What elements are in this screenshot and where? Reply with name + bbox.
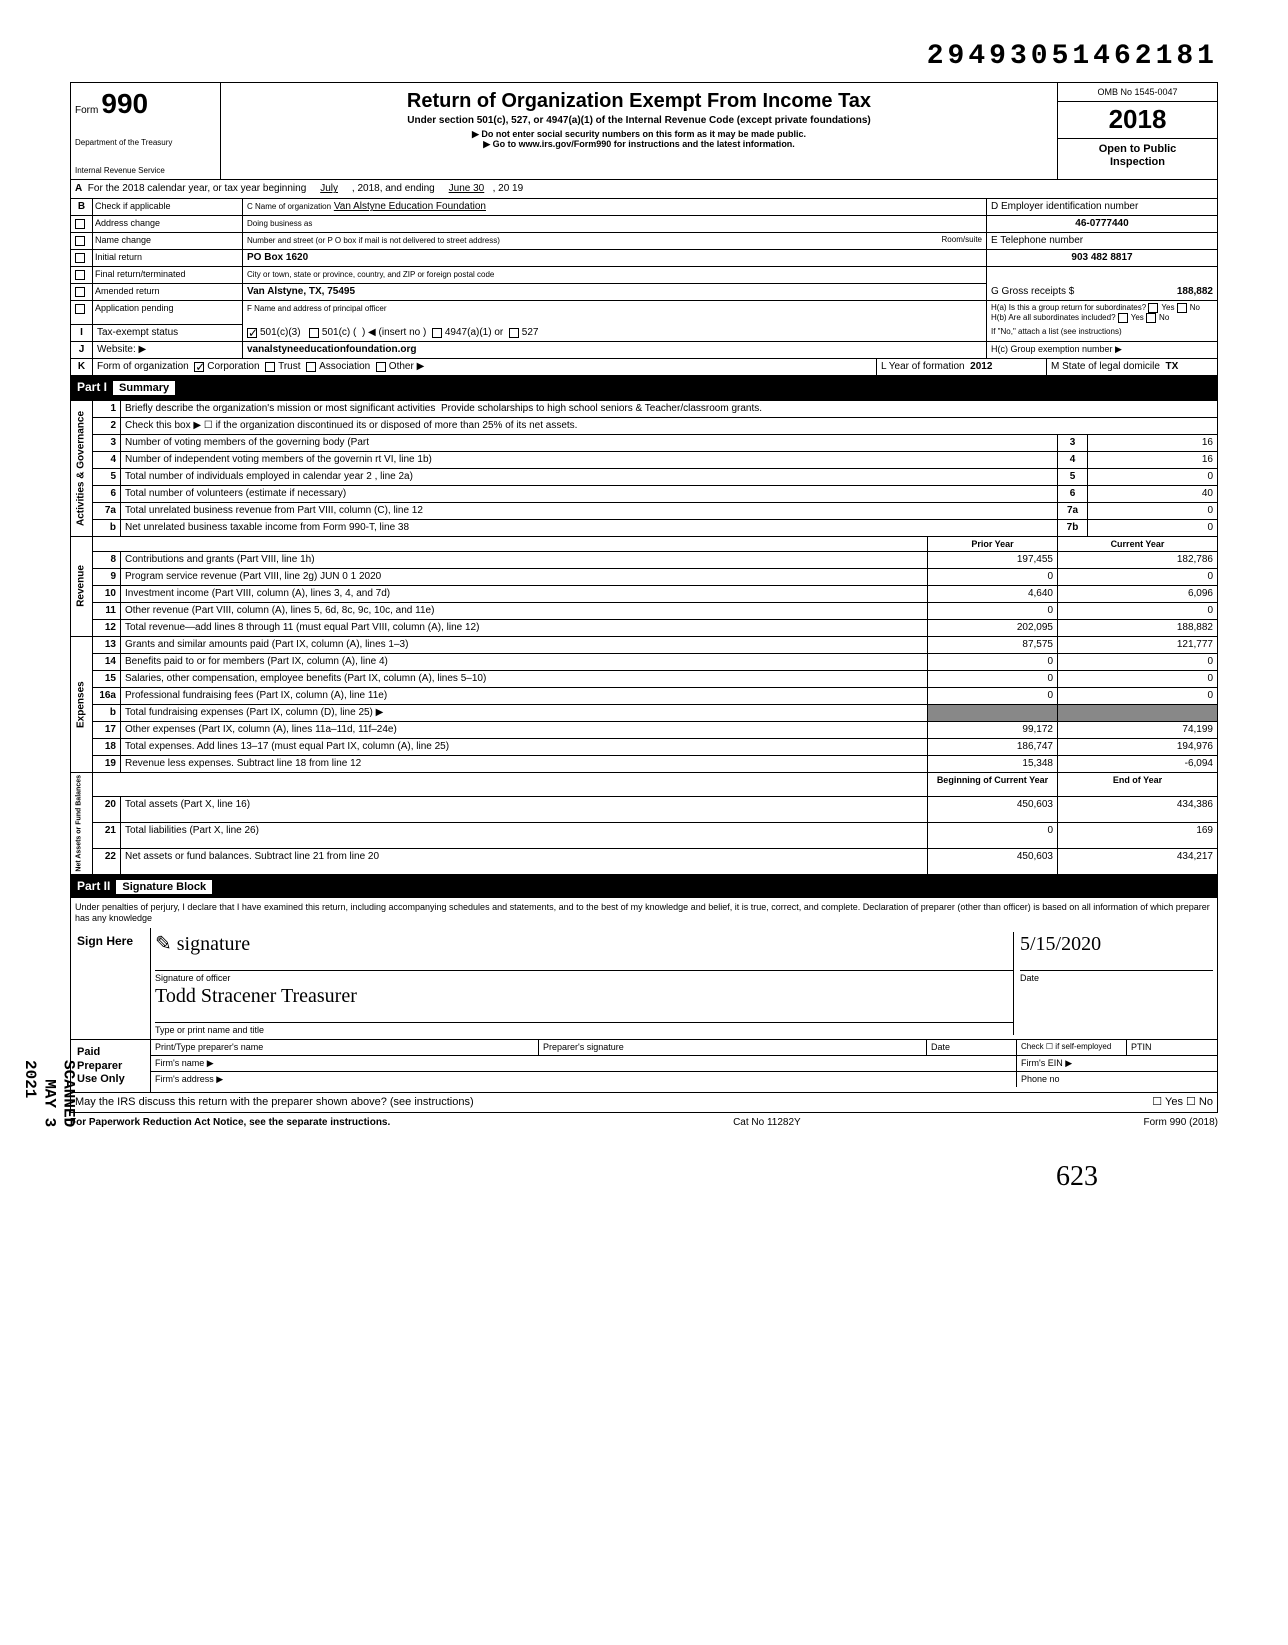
form-header: Form 990 Department of the Treasury Inte… <box>70 82 1218 181</box>
warn-url: ▶ Go to www.irs.gov/Form990 for instruct… <box>229 139 1049 150</box>
vlabel-revenue: Revenue <box>71 536 93 637</box>
chk-501c3[interactable] <box>247 328 257 338</box>
summary-table: Activities & Governance 1 Briefly descri… <box>70 400 1218 875</box>
ein-value: 46-0777440 <box>987 216 1217 233</box>
line-d-label: D Employer identification number <box>991 201 1138 212</box>
dept-treasury: Department of the Treasury <box>75 138 216 148</box>
signature-block: Under penalties of perjury, I declare th… <box>70 898 1218 1113</box>
street-value: PO Box 1620 <box>243 250 987 267</box>
open-to-public: Open to PublicInspection <box>1058 138 1217 173</box>
signature-date: 5/15/2020 <box>1020 932 1213 956</box>
irs-label: Internal Revenue Service <box>75 166 216 176</box>
officer-signature: ✎ signature <box>155 932 1013 956</box>
website-value: vanalstyneeducationfoundation.org <box>243 342 987 358</box>
perjury-declaration: Under penalties of perjury, I declare th… <box>71 898 1217 928</box>
vlabel-governance: Activities & Governance <box>71 400 93 536</box>
city-value: Van Alstyne, TX, 75495 <box>243 284 987 301</box>
paid-preparer-label: Paid Preparer Use Only <box>71 1040 151 1092</box>
line-e-label: E Telephone number <box>991 235 1083 246</box>
chk-corporation[interactable] <box>194 362 204 372</box>
scanned-stamp: SCANNED MAY 3 2021 <box>20 1060 78 1133</box>
dln-number: 29493051462181 <box>927 40 1218 74</box>
officer-name-title: Todd Stracener Treasurer <box>155 984 1013 1008</box>
discuss-yes-no[interactable]: ☐ Yes ☐ No <box>1097 1093 1217 1112</box>
irs-discuss-question: May the IRS discuss this return with the… <box>71 1093 1097 1112</box>
page-initials: 623 <box>1056 1160 1098 1194</box>
gross-receipts: 188,882 <box>1177 286 1213 298</box>
chk-name-change[interactable]: Name change <box>93 233 243 250</box>
form-number: 990 <box>101 88 148 119</box>
mission-text: Provide scholarships to high school seni… <box>441 403 762 414</box>
part-i-header: Part ISummary <box>70 376 1218 399</box>
form-label: Form <box>75 105 98 116</box>
page-footer: For Paperwork Reduction Act Notice, see … <box>70 1113 1218 1133</box>
org-name: Van Alstyne Education Foundation <box>334 201 486 212</box>
info-grid: B Check if applicable C Name of organiza… <box>70 199 1218 325</box>
chk-application-pending[interactable]: Application pending <box>93 301 243 325</box>
part-ii-header: Part IISignature Block <box>70 875 1218 898</box>
omb-number: OMB No 1545-0047 <box>1058 83 1217 103</box>
chk-final-return[interactable]: Final return/terminated <box>93 267 243 284</box>
line-b-label: Check if applicable <box>93 199 243 216</box>
vlabel-expenses: Expenses <box>71 637 93 773</box>
chk-amended-return[interactable]: Amended return <box>93 284 243 301</box>
chk-address-change[interactable]: Address change <box>93 216 243 233</box>
sign-here-label: Sign Here <box>71 928 151 1040</box>
line-a: A For the 2018 calendar year, or tax yea… <box>70 180 1218 199</box>
warn-ssn: ▶ Do not enter social security numbers o… <box>229 129 1049 140</box>
phone-value: 903 482 8817 <box>987 250 1217 267</box>
chk-initial-return[interactable]: Initial return <box>93 250 243 267</box>
vlabel-net-assets: Net Assets or Fund Balances <box>71 773 93 875</box>
form-title: Return of Organization Exempt From Incom… <box>229 89 1049 113</box>
tax-year: 2018 <box>1058 102 1217 137</box>
form-subtitle: Under section 501(c), 527, or 4947(a)(1)… <box>229 115 1049 127</box>
